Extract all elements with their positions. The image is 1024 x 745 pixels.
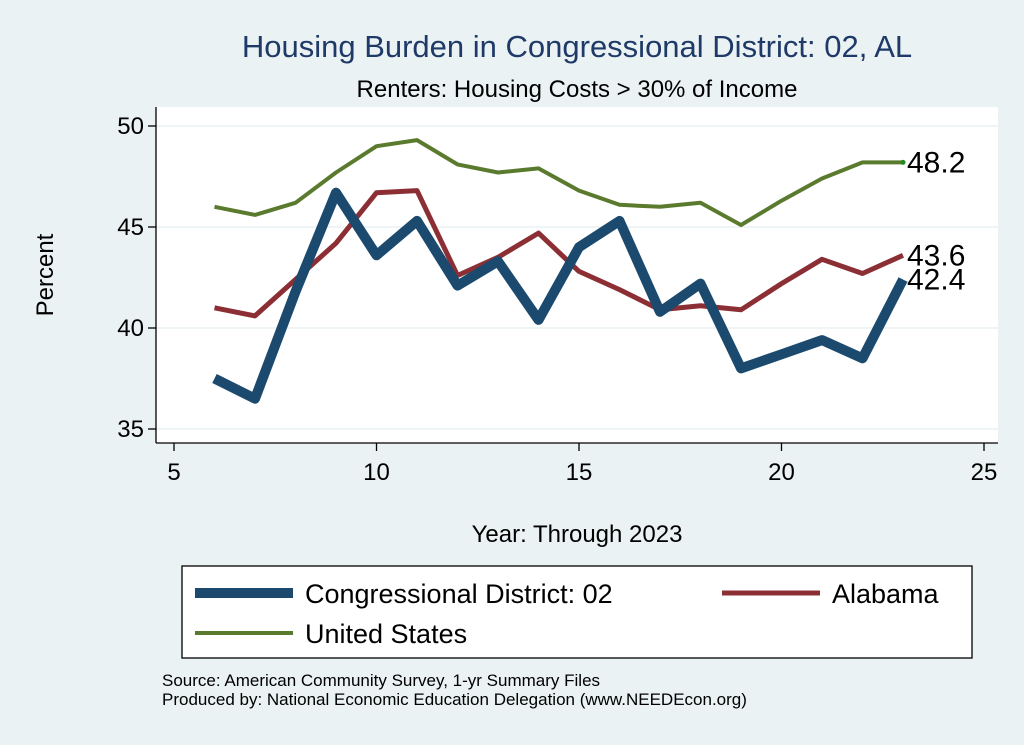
source-line-1: Source: American Community Survey, 1-yr … [162,671,600,690]
y-tick-label-40: 40 [117,315,144,342]
end-label-united-states: 48.2 [907,146,965,179]
series-line-congressional-district [212,187,908,404]
grid-lines [156,125,998,430]
x-tick-label-25: 25 [971,459,998,486]
chart-title: Housing Burden in Congressional District… [242,29,912,64]
y-axis-title: Percent [32,233,59,316]
x-axis-title: Year: Through 2023 [472,521,683,548]
series-line-alabama [214,188,905,319]
chart-subtitle: Renters: Housing Costs > 30% of Income [357,76,798,103]
x-ticks: 5 10 15 20 25 [167,443,997,486]
y-ticks: 35 40 45 50 [117,113,156,443]
y-tick-label-50: 50 [117,113,144,140]
end-marker-united-states [900,159,906,165]
x-tick-label-10: 10 [363,459,390,486]
plot-area [156,107,998,443]
legend-label-united-states: United States [305,619,467,649]
end-label-congressional-district: 42.4 [907,264,965,297]
x-tick-label-20: 20 [768,459,795,486]
series-layer [212,138,908,404]
y-tick-label-45: 45 [117,214,144,241]
end-labels: 42.443.6 48.2 [907,146,965,296]
y-tick-label-35: 35 [117,416,144,443]
series-line-united-states [214,138,903,227]
x-tick-label-15: 15 [566,459,593,486]
legend-label-congressional-district: Congressional District: 02 [305,579,613,609]
source-line-2: Produced by: National Economic Education… [162,690,747,709]
legend-box [181,565,973,659]
end-label-alabama: 43.6 [907,239,965,272]
legend-label-alabama: Alabama [832,579,940,609]
x-tick-label-5: 5 [167,459,180,486]
